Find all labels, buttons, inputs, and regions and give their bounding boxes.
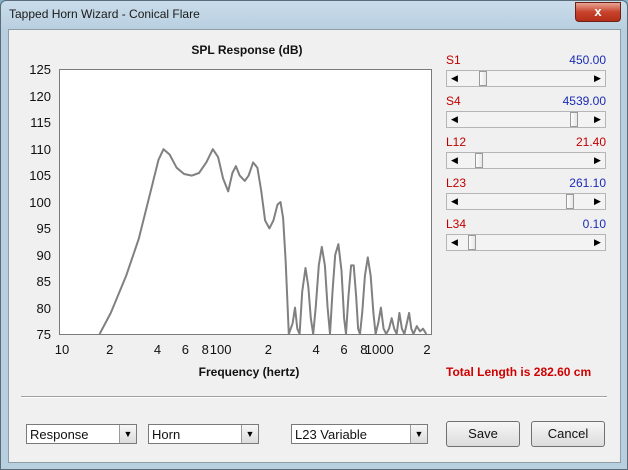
slider-thumb[interactable] [475,153,484,168]
x-tick-label: 2 [106,342,114,357]
slider-thumb[interactable] [566,194,575,209]
window-title: Tapped Horn Wizard - Conical Flare [9,7,200,21]
spl-response-plot [59,69,432,335]
y-tick-label: 120 [29,88,51,104]
slider-label-l12: L12 [446,135,467,149]
y-tick-label: 80 [36,300,51,316]
slider-value-l12: 21.40 [575,135,606,149]
close-button[interactable]: x [575,2,621,22]
slider-l34[interactable]: ◀ ▶ [446,234,606,251]
chevron-down-icon[interactable]: ▼ [241,425,258,443]
slider-thumb[interactable] [468,235,476,250]
slider-s4[interactable]: ◀ ▶ [446,111,606,128]
scroll-left-icon[interactable]: ◀ [447,194,462,209]
slider-value-s1: 450.00 [569,53,606,67]
slider-thumb[interactable] [478,71,487,86]
y-tick-label: 100 [29,194,51,210]
x-tick-label: 4 [312,342,320,357]
x-tick-label: 6 [181,342,190,357]
view-select-value: Response [30,427,89,442]
scroll-right-icon[interactable]: ▶ [590,71,605,86]
cancel-button[interactable]: Cancel [531,421,605,447]
scroll-right-icon[interactable]: ▶ [590,153,605,168]
y-tick-label: 115 [30,115,51,130]
x-tick-label: 2 [264,342,272,357]
type-select[interactable]: Horn ▼ [148,424,259,444]
x-tick-label: 1000 [364,342,394,357]
close-icon: x [594,4,602,19]
scroll-left-icon[interactable]: ◀ [447,153,462,168]
spl-curve [98,148,428,334]
slider-thumb[interactable] [570,112,578,127]
slider-label-l34: L34 [446,217,467,231]
variable-select[interactable]: L23 Variable ▼ [291,424,428,444]
scroll-right-icon[interactable]: ▶ [590,112,605,127]
y-tick-label: 90 [36,247,51,263]
x-tick-label: 8 [360,342,368,357]
slider-value-s4: 4539.00 [562,94,606,108]
y-tick-label: 125 [29,62,51,77]
slider-label-l23: L23 [446,176,467,190]
x-tick-label: 2 [423,342,431,357]
y-tick-label: 105 [29,168,51,183]
scroll-left-icon[interactable]: ◀ [447,71,462,86]
y-tick-label: 75 [36,327,51,342]
client-area: SPL Response (dB) 125 120 115 110 105 10… [8,29,621,463]
view-select[interactable]: Response ▼ [26,424,137,444]
scroll-right-icon[interactable]: ▶ [590,235,605,250]
title-bar[interactable]: Tapped Horn Wizard - Conical Flare x [1,1,627,29]
x-tick-label: 8 [201,342,209,357]
scroll-left-icon[interactable]: ◀ [447,112,462,127]
x-tick-label: 6 [340,342,348,357]
slider-l23[interactable]: ◀ ▶ [446,193,606,210]
scroll-left-icon[interactable]: ◀ [447,235,462,250]
slider-s1[interactable]: ◀ ▶ [446,70,606,87]
divider [21,396,607,398]
y-tick-label: 110 [30,141,51,157]
y-tick-label: 95 [36,221,51,236]
variable-select-value: L23 Variable [295,427,368,442]
chevron-down-icon[interactable]: ▼ [410,425,427,443]
type-select-value: Horn [152,427,181,442]
x-tick-label: 100 [209,342,232,357]
slider-l12[interactable]: ◀ ▶ [446,152,606,169]
chart-title: SPL Response (dB) [191,43,303,57]
slider-value-l34: 0.10 [582,217,606,231]
slider-label-s1: S1 [446,53,461,67]
chevron-down-icon[interactable]: ▼ [119,425,136,443]
save-button[interactable]: Save [446,421,520,447]
slider-label-s4: S4 [446,94,461,108]
slider-value-l23: 261.10 [569,176,606,190]
x-tick-label: 10 [54,342,70,357]
x-tick-label: 4 [153,342,162,357]
scroll-right-icon[interactable]: ▶ [590,194,605,209]
total-length-readout: Total Length is 282.60 cm [446,365,592,379]
x-axis-title: Frequency (hertz) [198,365,300,379]
y-tick-label: 85 [36,274,51,289]
spl-response-svg [98,148,428,334]
